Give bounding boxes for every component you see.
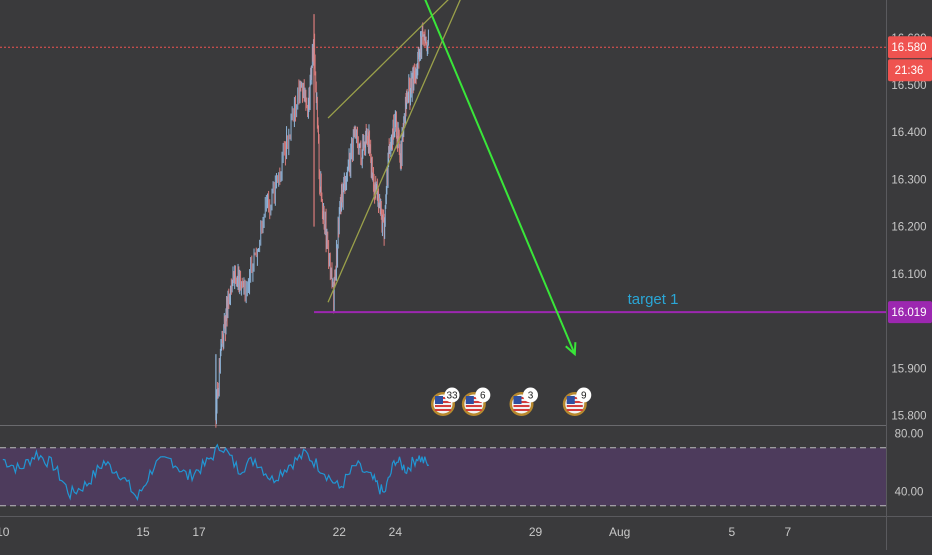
flag-canton — [435, 396, 443, 404]
time-tick-label: 15 — [136, 525, 150, 539]
time-tick-label: 29 — [529, 525, 543, 539]
time-tick-label: 24 — [389, 525, 403, 539]
flag-canton — [465, 396, 474, 404]
forecast-arrow — [424, 0, 576, 355]
countdown-tag — [888, 59, 932, 82]
price-tick-label: 16.500 — [891, 80, 926, 92]
event-count: 9 — [581, 391, 587, 402]
price-tick-label: 16.200 — [891, 222, 926, 234]
time-tick-label: 10 — [0, 525, 10, 539]
target-price-tag — [888, 301, 932, 324]
event-count-bubble — [576, 387, 592, 403]
flag-stripe — [566, 405, 583, 407]
price-pane: target 1 33 6 3 9 — [0, 0, 886, 428]
event-count: 33 — [446, 391, 458, 402]
event-marker[interactable]: 6 — [461, 387, 491, 417]
event-count: 3 — [528, 391, 534, 402]
event-count: 6 — [480, 391, 486, 402]
countdown-value: 21:36 — [895, 65, 924, 77]
channel-lower-line — [327, 0, 461, 303]
event-marker[interactable]: 33 — [431, 387, 460, 417]
flag-stripe — [435, 405, 451, 407]
channel-upper-line — [327, 0, 449, 119]
time-tick-label: Aug — [609, 525, 630, 539]
axes: 15.800 15.900 16.100 16.200 16.300 16.400 16.5… — [0, 33, 932, 539]
rsi-tick-label: 80.00 — [895, 428, 924, 440]
flag-stripe — [435, 409, 451, 411]
price-candles — [215, 14, 429, 428]
time-tick-label: 22 — [333, 525, 347, 539]
time-tick-label: 17 — [192, 525, 206, 539]
event-marker[interactable]: 9 — [562, 387, 592, 417]
rsi-band — [0, 447, 886, 506]
price-tick-label: 16.300 — [891, 174, 926, 186]
forecast-arrowhead — [565, 342, 577, 357]
event-count-bubble — [444, 387, 460, 403]
flag-stripe — [465, 409, 482, 411]
current-price-value: 16.580 — [891, 42, 926, 54]
flag-stripe — [465, 405, 482, 407]
current-price-tag — [888, 36, 932, 59]
event-marker[interactable]: 3 — [509, 387, 539, 417]
price-tick-label: 16.100 — [891, 269, 926, 281]
flag-canton — [566, 396, 575, 404]
flag-stripe — [513, 405, 530, 407]
price-tick-label: 16.400 — [891, 127, 926, 139]
price-tick-label: 15.900 — [891, 363, 926, 375]
event-count-bubble — [523, 387, 539, 403]
flag-canton — [513, 396, 522, 404]
rsi-tick-label: 40.00 — [895, 486, 924, 498]
time-tick-label: 7 — [785, 525, 792, 539]
price-tick-label: 15.800 — [891, 411, 926, 423]
rsi-line — [2, 443, 430, 501]
time-tick-label: 5 — [728, 525, 735, 539]
target-price-value: 16.019 — [891, 307, 926, 319]
target-label: target 1 — [628, 291, 679, 308]
flag-stripe — [566, 409, 583, 411]
event-count-bubble — [475, 387, 491, 403]
rsi-pane — [0, 443, 886, 507]
flag-stripe — [513, 409, 530, 411]
